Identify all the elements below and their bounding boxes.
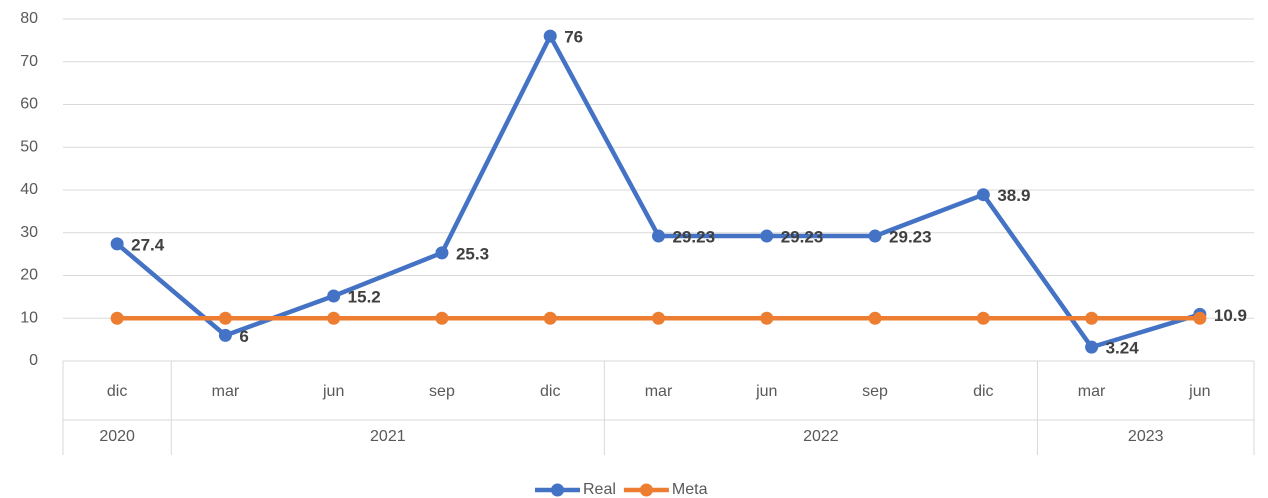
- point: [435, 246, 449, 260]
- point: [435, 311, 449, 325]
- x-tick-label: sep: [429, 383, 455, 400]
- y-tick-label: 60: [20, 96, 38, 113]
- point: [218, 328, 232, 342]
- y-tick-label: 10: [20, 309, 38, 326]
- y-tick-label: 40: [20, 181, 38, 198]
- y-tick-label: 50: [20, 138, 38, 155]
- point: [110, 237, 124, 251]
- point: [1193, 311, 1207, 325]
- point: [327, 289, 341, 303]
- x-tick-label: mar: [1078, 383, 1106, 400]
- point: [1085, 340, 1099, 354]
- x-group-label: 2022: [803, 428, 839, 445]
- y-tick-label: 30: [20, 224, 38, 241]
- data-label: 25.3: [456, 244, 489, 263]
- data-label: 29.23: [781, 228, 824, 247]
- point: [976, 188, 990, 202]
- x-tick-label: dic: [540, 383, 560, 400]
- point: [976, 311, 990, 325]
- data-label: 38.9: [997, 186, 1030, 205]
- legend-marker: [639, 483, 653, 497]
- point: [543, 311, 557, 325]
- y-tick-label: 0: [29, 352, 38, 369]
- y-tick-label: 20: [20, 267, 38, 284]
- legend-label: Meta: [672, 481, 708, 498]
- data-label: 10.9: [1214, 306, 1247, 325]
- x-tick-label: mar: [212, 383, 240, 400]
- x-tick-label: dic: [973, 383, 993, 400]
- y-tick-label: 80: [20, 10, 38, 27]
- x-group-label: 2020: [99, 428, 135, 445]
- point: [543, 29, 557, 43]
- x-tick-label: jun: [755, 383, 777, 400]
- x-group-label: 2023: [1128, 428, 1164, 445]
- data-label: 27.4: [131, 235, 165, 254]
- legend-marker: [551, 483, 564, 497]
- point: [652, 229, 665, 243]
- x-group-label: 2021: [370, 428, 406, 445]
- point: [1085, 311, 1099, 325]
- data-label: 6: [239, 327, 248, 346]
- x-tick-label: dic: [107, 383, 127, 400]
- point: [760, 311, 774, 325]
- data-label: 15.2: [348, 288, 381, 307]
- point: [218, 311, 232, 325]
- point: [652, 311, 665, 325]
- series-line: [115, 33, 1201, 350]
- x-tick-label: mar: [645, 383, 673, 400]
- point: [868, 311, 882, 325]
- x-tick-label: sep: [862, 383, 888, 400]
- data-label: 29.23: [889, 228, 932, 247]
- x-tick-label: jun: [322, 383, 344, 400]
- data-label: 3.24: [1106, 339, 1140, 358]
- point: [327, 311, 341, 325]
- x-tick-label: jun: [1188, 383, 1210, 400]
- y-tick-label: 70: [20, 53, 38, 70]
- data-label: 29.23: [673, 228, 716, 247]
- point: [868, 229, 882, 243]
- data-label: 76: [564, 28, 583, 47]
- point: [760, 229, 774, 243]
- legend-label: Real: [583, 481, 616, 498]
- point: [110, 311, 124, 325]
